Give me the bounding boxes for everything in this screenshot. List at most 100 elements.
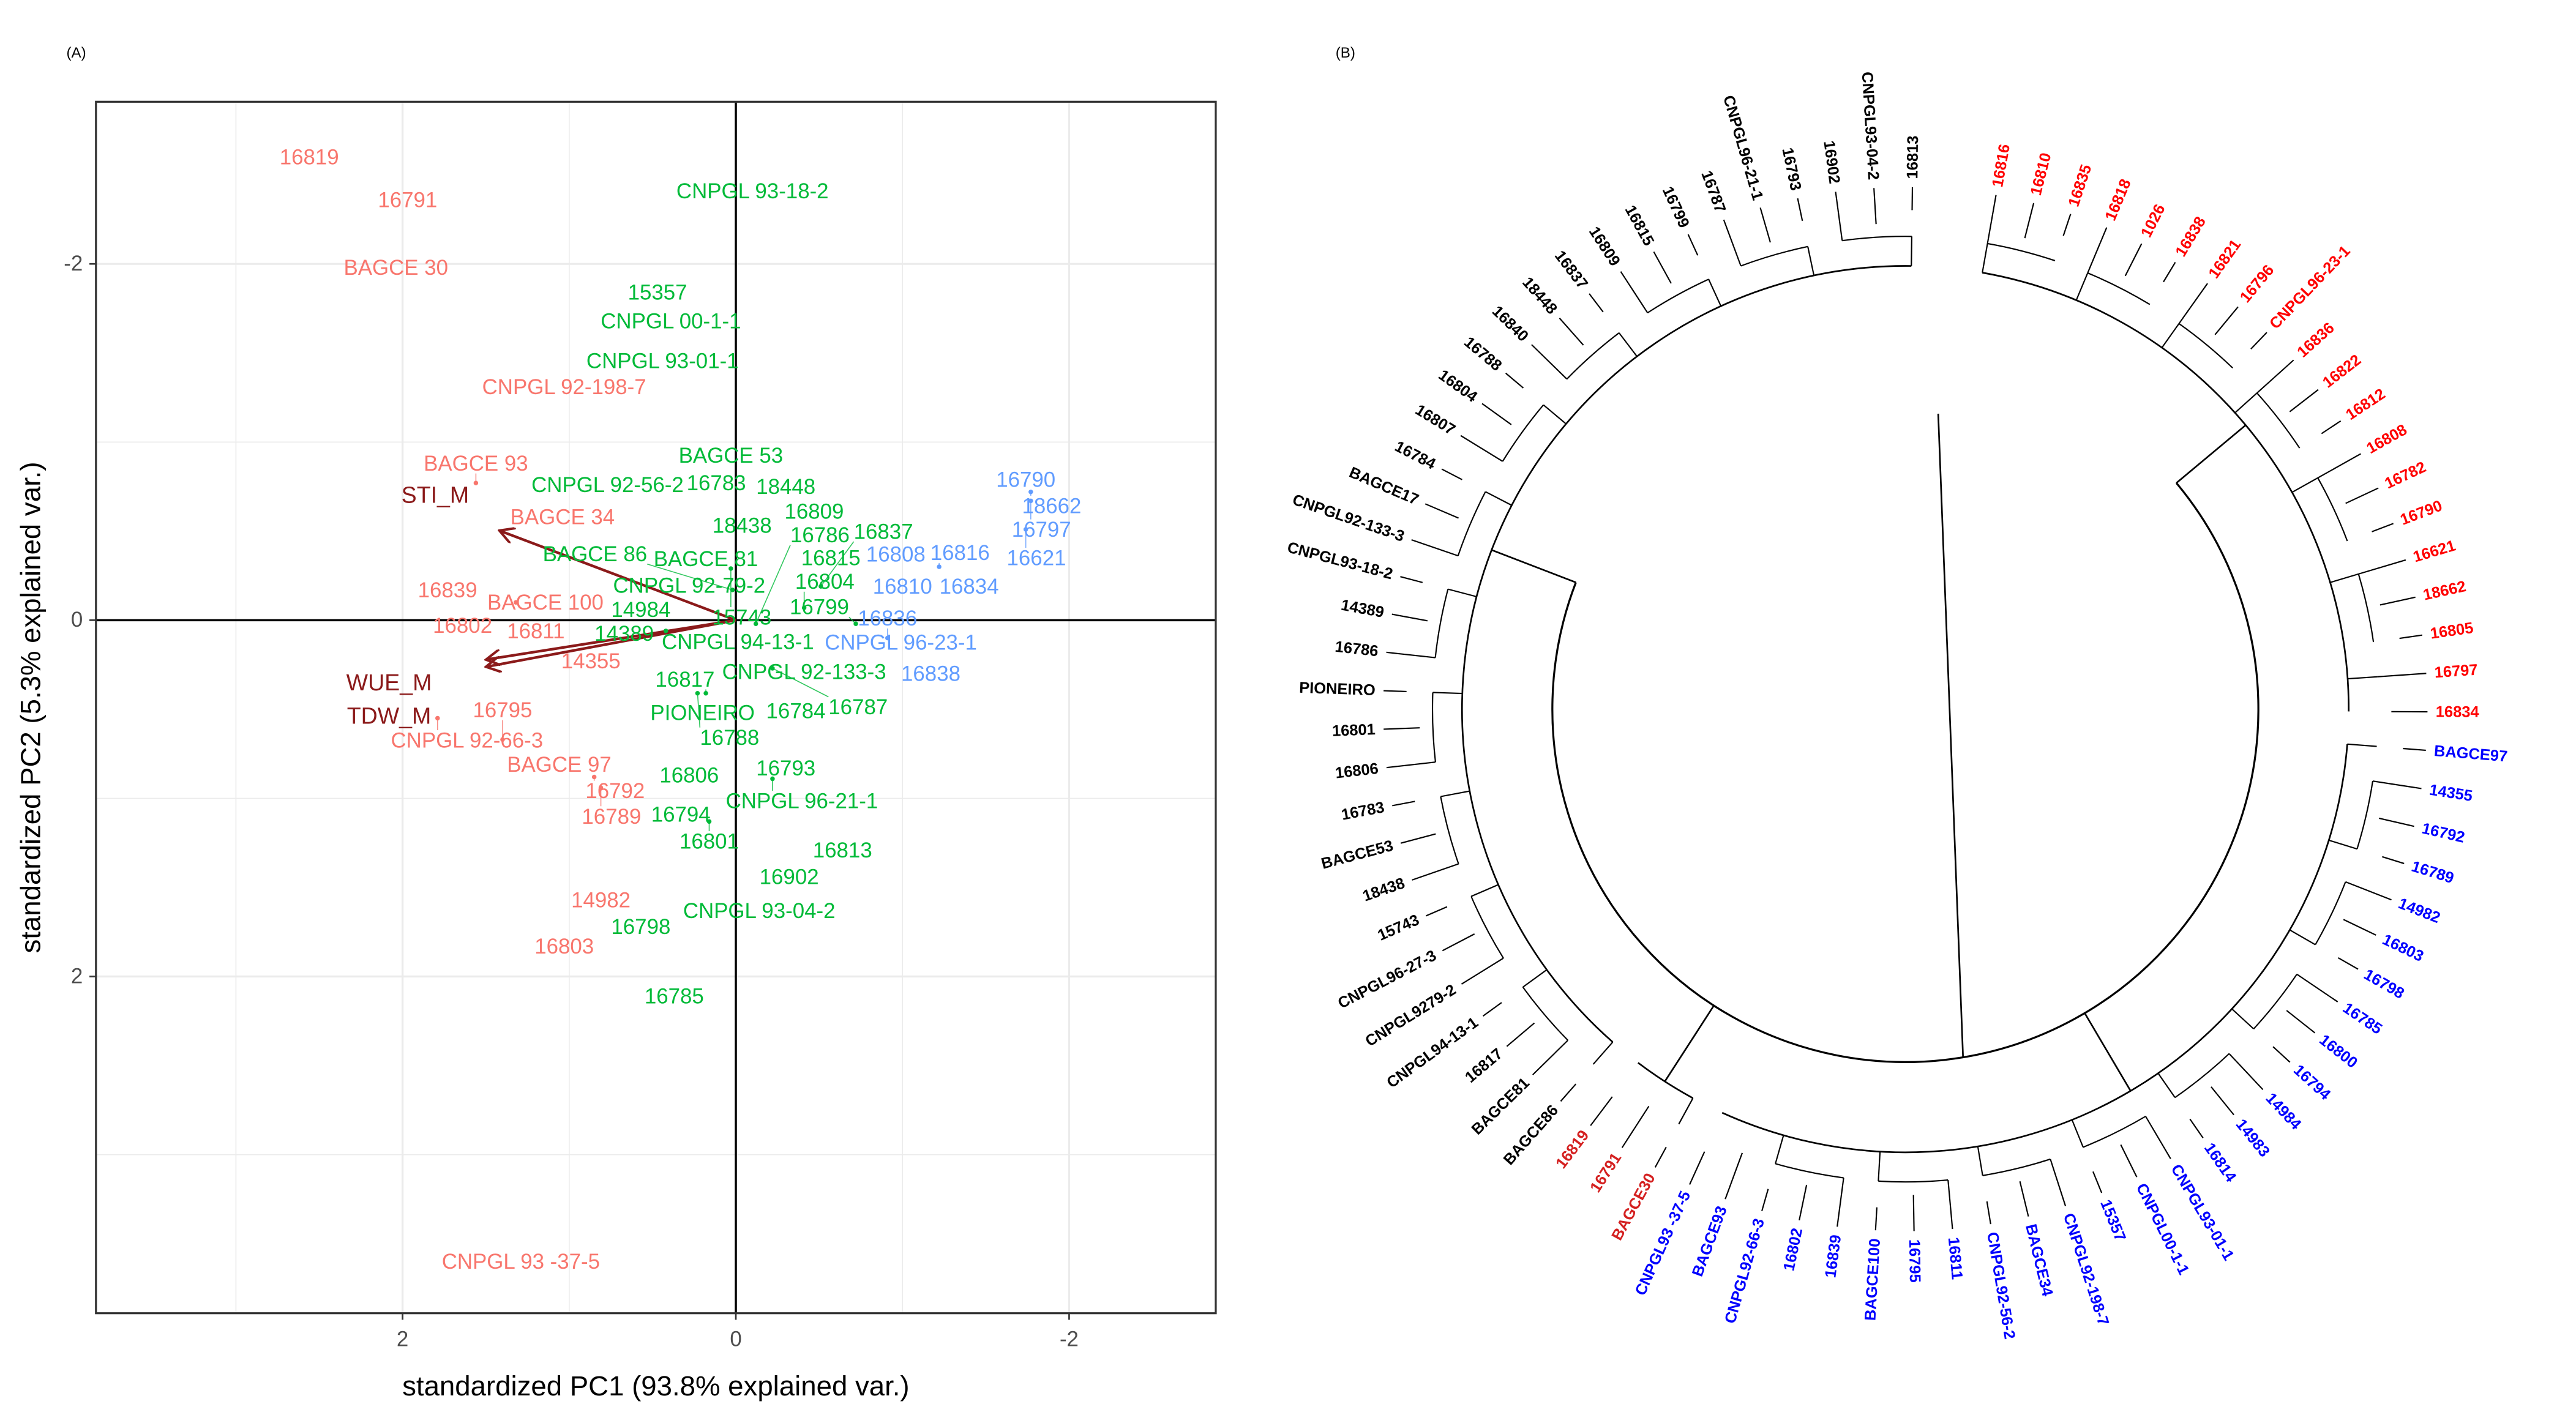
leaf-label: 16804 xyxy=(1435,367,1480,406)
y-axis-label: standardized PC2 (5.3% explained var.) xyxy=(15,461,47,953)
leaf-label: 16821 xyxy=(2205,236,2244,282)
point-label: 16790 xyxy=(996,468,1055,491)
point-label: 16785 xyxy=(645,984,704,1008)
point-label: CNPGL 93-18-2 xyxy=(676,179,829,203)
subcluster-arc xyxy=(1522,987,1568,1041)
plot-panel xyxy=(95,102,1216,1313)
leaf-branch xyxy=(1482,1002,1502,1017)
subcluster-arc xyxy=(1566,332,1620,380)
cluster-branch xyxy=(1878,1151,1881,1181)
leaf-label: 16783 xyxy=(1340,799,1386,824)
leaf-branch xyxy=(2178,283,2208,324)
point-marker xyxy=(435,715,440,721)
leaf-label: CNPGL92-66-3 xyxy=(1721,1217,1768,1326)
leaf-branch xyxy=(1654,1146,1667,1168)
leaf-branch xyxy=(1947,1179,1953,1230)
y-tick-label: -2 xyxy=(64,252,83,275)
leaf-label: 16799 xyxy=(1659,184,1693,231)
subcluster-arc xyxy=(1440,796,1459,864)
leaf-branch xyxy=(1532,1039,1568,1075)
leaf-branch xyxy=(1400,833,1436,844)
leaf-label: 16822 xyxy=(2320,351,2364,391)
point-marker xyxy=(663,629,668,633)
leaf-branch xyxy=(2286,1010,2316,1034)
leaf-label: 16816 xyxy=(1989,143,2013,189)
point-label: 14984 xyxy=(611,598,670,622)
cluster-arc xyxy=(1461,265,1912,1043)
point-label: 16792 xyxy=(585,779,645,803)
point-label: 16798 xyxy=(611,915,670,939)
leaf-label: 18662 xyxy=(2422,578,2468,604)
pca-biplot: STI_M WUE_M TDW_M CNPGL 93 -37-5 CNPGL 93-1… xyxy=(15,100,1217,1402)
leaf-branch xyxy=(1797,198,1803,222)
leaf-label: 16815 xyxy=(1622,203,1658,249)
point-label: CNPGL 96-23-1 xyxy=(825,631,977,655)
leaf-branch xyxy=(2399,634,2422,640)
point-label: CNPGL 93-01-1 xyxy=(586,349,739,373)
points: CNPGL 93 -37-5 CNPGL 93-18-2 16819 BAGCE 30… xyxy=(280,145,1082,1274)
cluster-branch xyxy=(1522,969,1548,988)
x-tick-label: -2 xyxy=(1060,1327,1079,1351)
leaf-label: CNPGL96-23-1 xyxy=(2266,242,2354,332)
leaf-branch xyxy=(1653,251,1672,284)
cluster-link xyxy=(1491,549,1576,583)
leaf-label: 16787 xyxy=(1698,168,1729,215)
cluster-branch xyxy=(2157,1073,2176,1098)
leaf-branch xyxy=(1392,801,1415,807)
leaf-label: 16785 xyxy=(2340,999,2385,1038)
point-marker xyxy=(1028,498,1033,504)
leaf-branch xyxy=(1506,1022,1535,1047)
leaf-label: 16798 xyxy=(2361,966,2407,1002)
cluster-link xyxy=(1664,1005,1715,1082)
leaf-branch xyxy=(2378,817,2414,827)
point-marker xyxy=(937,564,942,569)
point-label: 16806 xyxy=(659,764,719,788)
leaf-label: 16837 xyxy=(1551,247,1591,292)
leaf-label: 14389 xyxy=(1339,597,1385,621)
leaf-branch xyxy=(1531,344,1568,380)
leaf-label: 18438 xyxy=(1360,875,1407,905)
point-marker xyxy=(473,480,479,485)
subcluster-arc xyxy=(1470,896,1504,959)
leaf-label: 16791 xyxy=(1587,1150,1625,1196)
leaf-branch xyxy=(2050,1159,2067,1206)
leaf-branch xyxy=(1724,1152,1743,1200)
point-label: 18448 xyxy=(756,475,815,499)
point-label: 16795 xyxy=(473,698,532,722)
leaf-branch xyxy=(1759,207,1771,243)
leaf-branch xyxy=(2124,243,2143,277)
cluster-branch xyxy=(1977,1146,1983,1176)
subcluster-arc xyxy=(2356,781,2374,849)
leaf-label: 16790 xyxy=(2398,497,2444,528)
leaf-branch xyxy=(2087,227,2108,274)
leaf-branch xyxy=(2343,919,2376,936)
leaf-branch xyxy=(1873,188,1877,225)
leaf-branch xyxy=(1799,1184,1808,1221)
leaf-branch xyxy=(1461,957,1504,985)
point-label: BAGCE 93 xyxy=(424,452,528,476)
cluster-branch xyxy=(2075,272,2089,301)
zero-axes xyxy=(95,102,1216,1313)
leaf-branch xyxy=(1442,933,1475,952)
point-label: 16819 xyxy=(280,145,339,169)
leaf-label: BAGCE17 xyxy=(1347,464,1421,509)
leaf-branch xyxy=(1386,761,1436,769)
leaf-label: 16835 xyxy=(2065,162,2095,209)
leaf-branch xyxy=(2256,359,2294,394)
leaf-label: 15743 xyxy=(1375,911,1421,944)
cluster-branch xyxy=(2234,392,2258,414)
subcluster-arc xyxy=(1878,1179,1949,1183)
leaf-label: 16819 xyxy=(1552,1127,1592,1171)
point-label: 16799 xyxy=(790,595,849,619)
leaf-branch xyxy=(1400,576,1423,583)
point-label: 16784 xyxy=(766,700,826,723)
leaf-label: 16809 xyxy=(1586,223,1623,269)
panel-a-label: (A) xyxy=(66,45,86,61)
leaf-label: 16786 xyxy=(1334,638,1379,660)
point-label: CNPGL 92-198-7 xyxy=(482,375,646,399)
leaf-label: BAGCE53 xyxy=(1319,837,1395,873)
label-leader-line xyxy=(646,563,733,591)
leaf-label: 16788 xyxy=(1461,334,1505,375)
leaf-label: 16813 xyxy=(1904,135,1922,179)
point-label: CNPGL 93 -37-5 xyxy=(442,1250,600,1274)
